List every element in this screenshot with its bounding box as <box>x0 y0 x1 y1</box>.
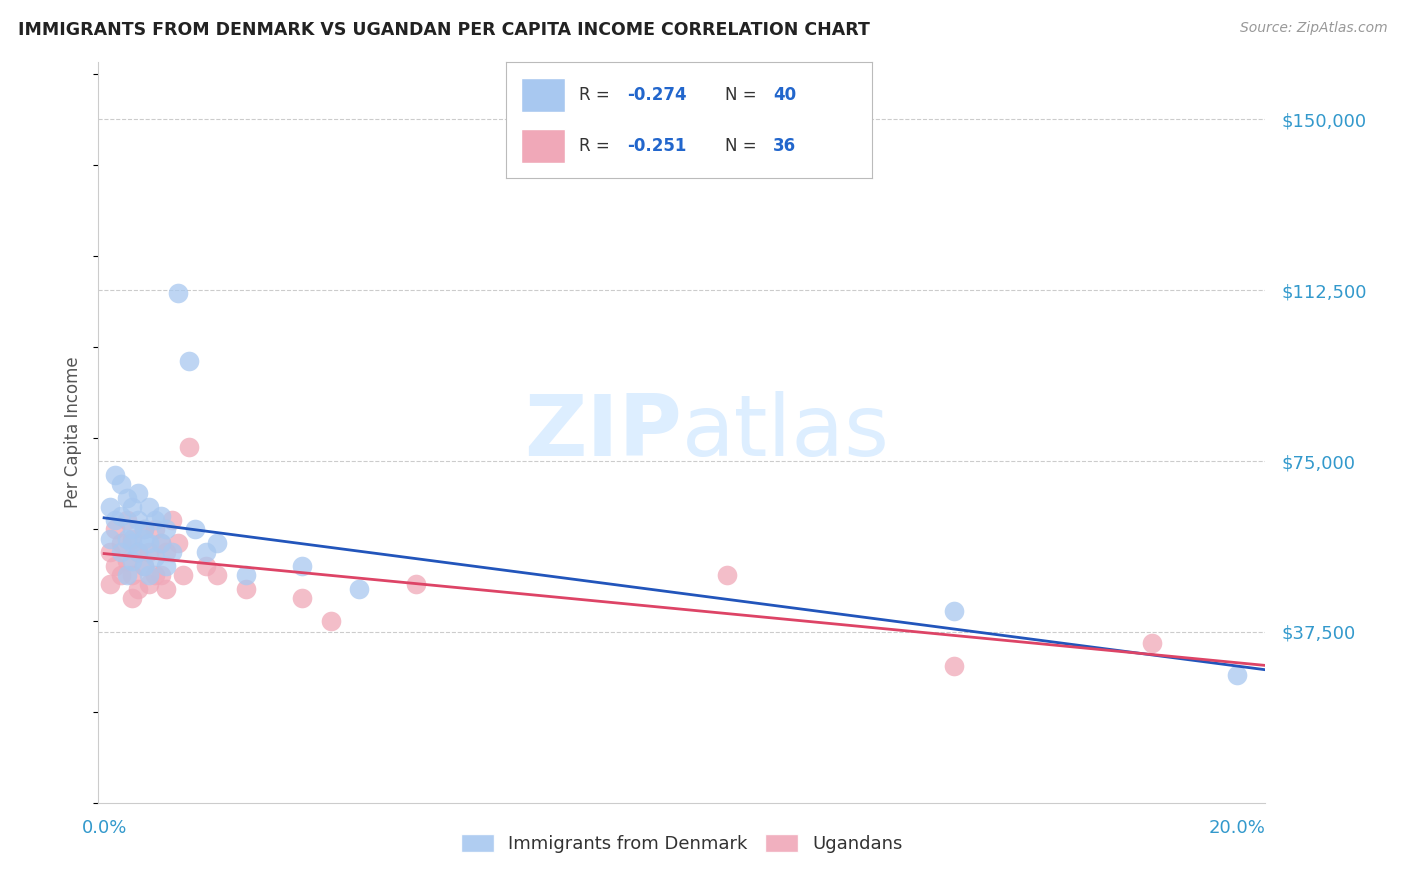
Point <box>183 523 205 537</box>
Point <box>115 568 138 582</box>
Text: IMMIGRANTS FROM DENMARK VS UGANDAN PER CAPITA INCOME CORRELATION CHART: IMMIGRANTS FROM DENMARK VS UGANDAN PER C… <box>18 21 870 38</box>
Point <box>319 614 342 628</box>
Text: -0.251: -0.251 <box>627 137 686 155</box>
Point <box>115 554 138 568</box>
Point <box>291 591 314 605</box>
Point <box>132 532 155 546</box>
Text: R =: R = <box>579 137 616 155</box>
Point <box>138 500 160 514</box>
Point <box>110 545 132 559</box>
Point <box>160 513 183 527</box>
FancyBboxPatch shape <box>520 78 565 112</box>
Point <box>115 491 138 505</box>
Text: N =: N = <box>725 137 762 155</box>
Point <box>166 285 188 300</box>
Point <box>347 582 370 596</box>
Point <box>942 604 965 618</box>
FancyBboxPatch shape <box>520 128 565 163</box>
Point <box>143 568 166 582</box>
Point <box>138 545 160 559</box>
Point <box>405 577 427 591</box>
Point <box>110 508 132 523</box>
Point <box>127 545 149 559</box>
Point <box>149 508 172 523</box>
Text: -0.274: -0.274 <box>627 86 686 103</box>
Point <box>98 532 121 546</box>
Text: 40: 40 <box>773 86 796 103</box>
Point <box>121 554 143 568</box>
Point <box>235 568 257 582</box>
Point <box>235 582 257 596</box>
Point <box>149 536 172 550</box>
Text: R =: R = <box>579 86 616 103</box>
Point <box>716 568 738 582</box>
Point <box>143 523 166 537</box>
Point <box>138 577 160 591</box>
Point <box>177 354 200 368</box>
Point <box>143 549 166 564</box>
Text: Source: ZipAtlas.com: Source: ZipAtlas.com <box>1240 21 1388 35</box>
Point <box>104 523 127 537</box>
Point <box>132 523 155 537</box>
Point <box>195 558 218 573</box>
Y-axis label: Per Capita Income: Per Capita Income <box>65 357 83 508</box>
Point <box>127 545 149 559</box>
Point <box>132 558 155 573</box>
Point <box>138 536 160 550</box>
Point <box>207 536 229 550</box>
Point <box>155 582 177 596</box>
Point <box>172 568 194 582</box>
Point <box>98 500 121 514</box>
Point <box>104 467 127 482</box>
Point <box>195 545 218 559</box>
Point <box>138 568 160 582</box>
Point <box>160 545 183 559</box>
Point <box>155 558 177 573</box>
Point <box>155 523 177 537</box>
Point <box>942 659 965 673</box>
Point <box>1140 636 1163 650</box>
Point <box>104 513 127 527</box>
Point <box>155 545 177 559</box>
Point <box>121 568 143 582</box>
Point <box>291 558 314 573</box>
Point <box>143 513 166 527</box>
Point <box>110 536 132 550</box>
Legend: Immigrants from Denmark, Ugandans: Immigrants from Denmark, Ugandans <box>454 827 910 861</box>
Point <box>121 536 143 550</box>
Point <box>132 558 155 573</box>
Point <box>115 532 138 546</box>
Text: N =: N = <box>725 86 762 103</box>
Point <box>127 513 149 527</box>
Point <box>104 558 127 573</box>
Point <box>121 500 143 514</box>
Point <box>127 486 149 500</box>
Text: 36: 36 <box>773 137 796 155</box>
Point <box>177 441 200 455</box>
Point <box>149 568 172 582</box>
Point <box>121 591 143 605</box>
Point <box>98 545 121 559</box>
Point <box>121 532 143 546</box>
Point <box>1226 668 1249 682</box>
Point <box>166 536 188 550</box>
Text: atlas: atlas <box>682 391 890 475</box>
Text: ZIP: ZIP <box>524 391 682 475</box>
Point <box>110 568 132 582</box>
Point <box>121 523 143 537</box>
Point <box>149 536 172 550</box>
Point <box>127 582 149 596</box>
Point <box>132 523 155 537</box>
Point <box>110 476 132 491</box>
Point <box>207 568 229 582</box>
Point <box>115 513 138 527</box>
Point <box>98 577 121 591</box>
